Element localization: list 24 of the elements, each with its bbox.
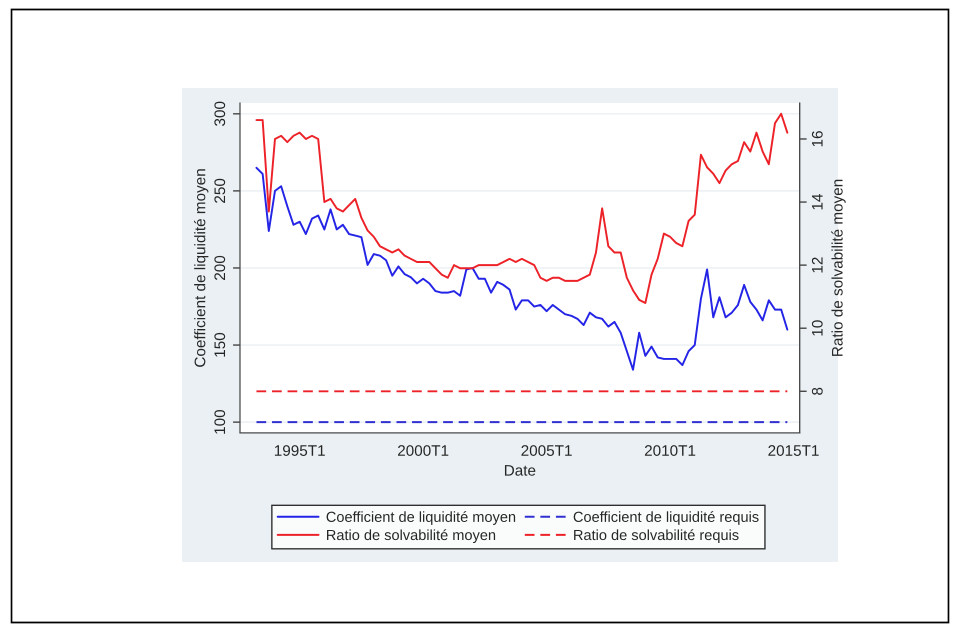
y-axis-title: Coefficient de liquidité moyen [194, 169, 208, 367]
legend-label: Ratio de solvabilité moyen [327, 529, 496, 544]
x-tick-label: 2000T1 [398, 445, 448, 456]
y2-tick-label: 12 [812, 257, 823, 272]
x-tick-label: 2005T1 [521, 445, 572, 456]
x-axis-title: Date [504, 465, 536, 476]
legend-label: Ratio de solvabilité requis [574, 529, 739, 544]
legend-label: Coefficient de liquidité requis [574, 511, 759, 525]
y-tick-label: 250 [214, 178, 226, 203]
x-tick-label: 2010T1 [644, 445, 696, 456]
y-tick-label: 300 [214, 102, 226, 126]
y2-tick-label: 8 [812, 388, 823, 395]
line-series [255, 112, 788, 304]
y-tick-label: 200 [214, 256, 226, 280]
line-series [255, 166, 788, 371]
y2-tick-label: 10 [812, 320, 823, 336]
x-tick-label: 1995T1 [274, 445, 325, 456]
y-tick-label: 100 [214, 410, 226, 434]
y-tick-label: 150 [214, 332, 226, 357]
y2-tick-label: 16 [812, 131, 823, 146]
legend-label: Coefficient de liquidité moyen [326, 511, 516, 525]
y2-tick-label: 14 [812, 194, 823, 210]
x-tick-label: 2015T1 [768, 445, 819, 456]
y2-axis-title: Ratio de solvabilité moyen [831, 180, 846, 356]
